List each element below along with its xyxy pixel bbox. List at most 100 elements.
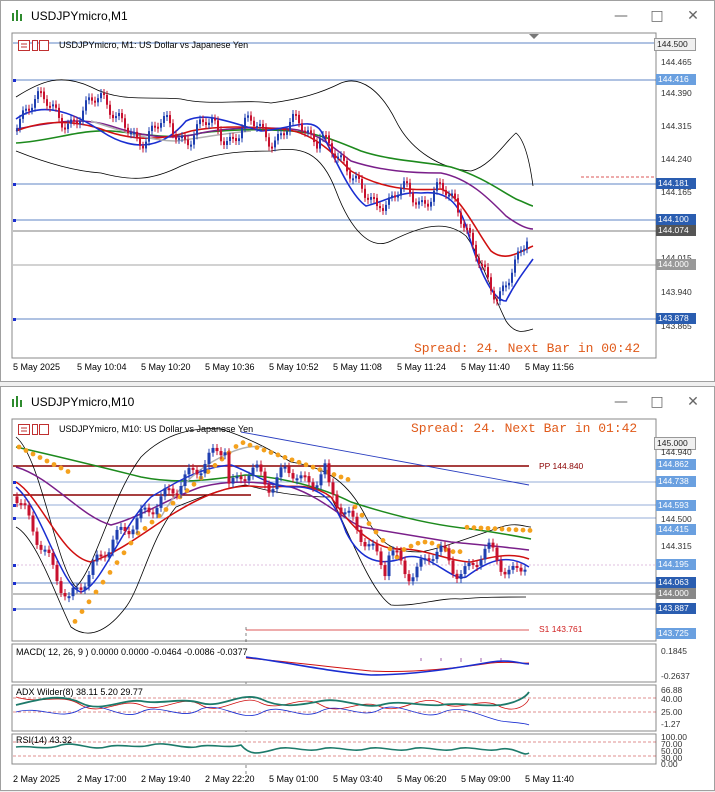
candle-body (67, 596, 71, 599)
candle-body (328, 135, 330, 144)
sar-dot (233, 444, 239, 449)
candle-body (183, 474, 187, 486)
candle-body (106, 94, 108, 105)
sar-dot (37, 455, 43, 460)
candle-body (412, 192, 414, 203)
candle-body (253, 120, 255, 127)
candle-body (274, 140, 276, 148)
sar-dot (359, 512, 365, 518)
candles-m10 (15, 443, 527, 603)
candle-body (191, 467, 195, 470)
time-label: 5 May 10:04 (77, 362, 127, 372)
candle-body (199, 473, 203, 476)
sar-dot (485, 525, 491, 531)
close-icon[interactable]: ✕ (687, 394, 699, 410)
candle-body (493, 290, 495, 300)
price-tag: 145.000 (654, 437, 696, 450)
sar-dot (16, 444, 22, 450)
candle-body (95, 554, 99, 562)
minimize-icon[interactable]: — (614, 8, 628, 24)
sar-dot (331, 472, 337, 477)
candle-body (499, 291, 501, 302)
price-tag: 144.593 (656, 500, 696, 511)
candle-body (415, 566, 419, 578)
candle-body (43, 91, 45, 100)
candle-body (277, 133, 279, 141)
candle-body (226, 141, 228, 145)
candle-body (283, 133, 285, 136)
candle-body (286, 131, 288, 135)
candle-body (439, 545, 443, 552)
candle-body (193, 135, 195, 145)
candle-body (478, 257, 480, 264)
candle-body (431, 559, 435, 562)
candle-body (169, 115, 171, 124)
candle-body (262, 123, 264, 128)
candle-body (151, 512, 155, 515)
time-label: 2 May 2025 (13, 774, 61, 784)
time-label: 2 May 22:20 (205, 774, 255, 784)
candle-body (111, 539, 115, 553)
maximize-icon[interactable]: □ (650, 8, 664, 24)
chart-menu-icon[interactable] (18, 40, 50, 52)
candle-body (220, 130, 222, 142)
sar-dot (338, 474, 344, 480)
candle-body (15, 496, 19, 504)
maximize-icon[interactable]: □ (650, 394, 664, 410)
candle-body (263, 471, 267, 485)
rsi-axis: 100.00 (661, 732, 687, 742)
mt5-app-icon (12, 10, 22, 21)
sar-dot (65, 469, 71, 474)
candle-body (157, 126, 159, 129)
candle-body (307, 476, 311, 483)
rsi-label: RSI(14) 43.32 (16, 735, 73, 745)
window-titlebar: USDJPYmicro,M10 — □ ✕ (1, 387, 714, 417)
price-chart-m1[interactable]: 144.465 144.390 144.315 144.240 144.165 … (1, 1, 715, 383)
candle-body (397, 195, 399, 198)
rsi-axis: 30.00 (661, 753, 683, 763)
svg-text:143.940: 143.940 (661, 287, 692, 297)
close-icon[interactable]: ✕ (687, 8, 699, 24)
candle-body (387, 555, 391, 577)
candle-body (371, 543, 375, 546)
candle-body (335, 494, 339, 508)
candle-body (23, 503, 27, 506)
candle-body (58, 107, 60, 118)
rsi-axis: 50.00 (661, 746, 683, 756)
window-title: USDJPYmicro,M10 (31, 395, 135, 409)
sar-dot (128, 540, 134, 546)
candle-body (25, 108, 27, 111)
candle-body (301, 123, 303, 131)
sar-dot (366, 521, 372, 526)
sar-dot (450, 549, 456, 555)
sar-dot (79, 609, 85, 614)
chart-menu-icon[interactable] (18, 424, 50, 436)
candle-body (311, 482, 315, 488)
candle-body (361, 178, 363, 189)
candle-body (337, 156, 339, 159)
candle-body (119, 526, 123, 530)
candle-body (43, 549, 47, 552)
candle-body (303, 475, 307, 478)
candle-body (97, 98, 99, 103)
chart-window-m10: USDJPYmicro,M10 — □ ✕ (0, 386, 715, 791)
price-tag: 144.195 (656, 559, 696, 570)
candle-body (339, 507, 343, 514)
sar-dot (100, 579, 106, 585)
price-tag: 144.738 (656, 476, 696, 487)
sar-dot (492, 526, 498, 532)
candle-body (159, 496, 163, 508)
candle-body (279, 467, 283, 478)
candle-body (460, 212, 462, 224)
candle-body (243, 479, 247, 482)
candle-body (511, 565, 515, 570)
candle-body (298, 114, 300, 124)
parabolic-sar (16, 440, 533, 624)
candle-body (64, 127, 66, 130)
minimize-icon[interactable]: — (614, 394, 628, 410)
candle-body (307, 130, 309, 133)
price-chart-m10[interactable] (1, 387, 715, 792)
candle-body (175, 134, 177, 140)
price-tag: 143.725 (656, 628, 696, 639)
candle-body (310, 130, 312, 134)
